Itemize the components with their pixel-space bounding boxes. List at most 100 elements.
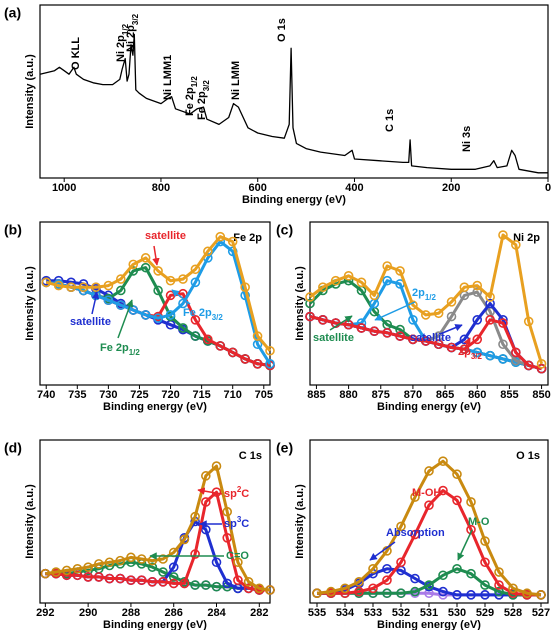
x-tick-label: 720 [161, 389, 179, 401]
y-axis-label: Intensity (a.u.) [24, 266, 36, 341]
annotation-tail: C [241, 518, 249, 530]
data-point [222, 578, 233, 589]
y-axis-label: Intensity (a.u.) [294, 484, 306, 559]
annotation: Ni 3s [461, 126, 473, 152]
data-point [472, 334, 483, 345]
data-point [523, 316, 534, 327]
x-tick-label: 740 [37, 389, 55, 401]
data-point [136, 575, 147, 585]
data-point [265, 585, 275, 595]
data-point [178, 298, 188, 309]
x-axis-label: Binding energy (eV) [103, 401, 207, 413]
data-point [147, 577, 158, 587]
data-point [480, 536, 490, 546]
panel-label: (e) [276, 440, 293, 456]
data-point [178, 274, 188, 284]
data-point [179, 534, 190, 545]
annotation-arrow [152, 245, 160, 266]
data-point [472, 314, 483, 325]
data-point [480, 580, 490, 590]
x-tick-label: 200 [442, 182, 460, 194]
x-tick-label: 535 [308, 607, 326, 619]
annotation-arrow [374, 301, 416, 321]
annotation-arrow [91, 291, 100, 315]
data-point [330, 275, 341, 286]
data-point [115, 573, 126, 584]
data-point [438, 456, 448, 466]
data-point [466, 568, 476, 579]
annotation-sub: 3/2 [212, 313, 224, 322]
data-point [168, 578, 179, 589]
annotation: satellite [313, 332, 354, 344]
data-point [305, 298, 315, 309]
annotation: M-O [468, 516, 490, 528]
annotation: C=O [226, 550, 249, 562]
annotation-arrow [117, 299, 134, 339]
annotation-sub: 3/2 [202, 80, 211, 92]
annotation: satellite [145, 230, 186, 242]
data-point [438, 586, 448, 597]
annotation: O 1s [276, 18, 288, 42]
annotation: satellite [410, 332, 451, 344]
x-tick-label: 885 [307, 389, 325, 401]
x-tick-label: 400 [345, 182, 363, 194]
data-point [116, 274, 126, 284]
annotation-arrow [329, 315, 353, 331]
data-point [511, 347, 521, 358]
data-point [211, 461, 222, 471]
data-point [233, 575, 243, 585]
data-point [211, 581, 222, 592]
data-point [147, 562, 158, 572]
data-point [408, 334, 418, 345]
data-point [396, 588, 406, 599]
data-point [158, 567, 168, 577]
data-point [354, 586, 364, 597]
annotation-text: satellite [313, 332, 354, 344]
data-point [126, 575, 136, 585]
annotation-text: satellite [145, 230, 186, 242]
data-point [312, 588, 322, 599]
data-point [72, 563, 83, 574]
x-tick-label: 865 [436, 389, 454, 401]
data-point [168, 572, 179, 582]
data-point [472, 347, 483, 358]
annotation-text: Ni LMM [230, 61, 242, 100]
data-point [424, 580, 434, 590]
series-line [45, 235, 272, 352]
data-point [485, 350, 495, 361]
data-point [158, 577, 168, 587]
annotation-text: Ni LMM1 [162, 55, 174, 100]
annotation-text: Absorption [386, 527, 445, 539]
x-tick-label: 855 [500, 389, 518, 401]
data-point [41, 277, 52, 288]
data-point [190, 549, 200, 559]
data-point [368, 583, 378, 594]
annotation-arrow [463, 337, 471, 347]
panel-label: (d) [4, 440, 22, 456]
data-point [410, 573, 420, 584]
data-point [153, 266, 163, 276]
x-tick-label: 715 [192, 389, 210, 401]
data-point [91, 282, 101, 293]
data-point [153, 313, 163, 323]
panel-label: (c) [276, 222, 293, 238]
data-point [498, 318, 508, 328]
panel-label: (b) [4, 222, 22, 238]
annotation: M-OH [412, 487, 441, 499]
x-tick-label: 735 [68, 389, 86, 401]
annotation: Absorption [386, 527, 445, 539]
series-line [316, 459, 542, 597]
data-point [498, 354, 508, 364]
annotation: O KLL [70, 37, 82, 70]
data-point [382, 575, 392, 585]
data-point [190, 331, 201, 341]
data-point [508, 583, 518, 594]
annotation: sp3C [224, 515, 249, 530]
data-point [265, 345, 275, 356]
data-point [356, 323, 367, 333]
x-tick-label: 0 [545, 182, 551, 194]
data-point [203, 246, 213, 257]
data-point [243, 577, 254, 587]
data-point [178, 323, 188, 333]
